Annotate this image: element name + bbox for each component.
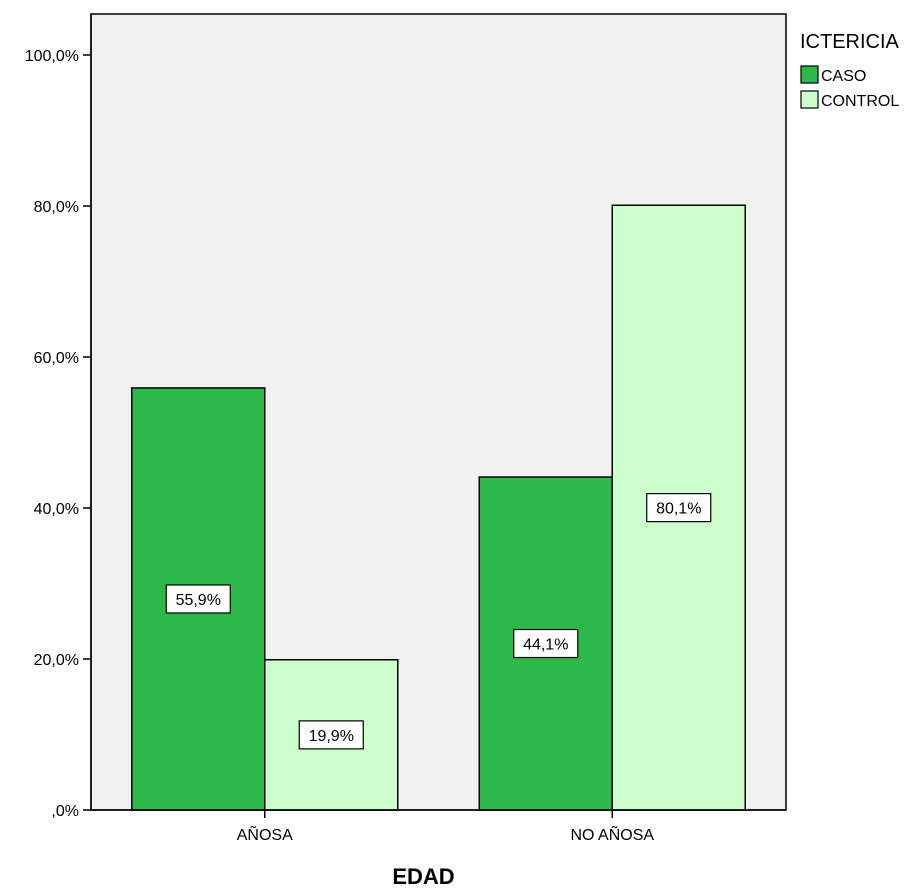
- data-label-box: [513, 628, 579, 659]
- data-label: 19,9%: [309, 728, 354, 745]
- data-label-box: [165, 584, 231, 614]
- legend-swatch-caso: [800, 65, 819, 84]
- y-tick-label: ,0%: [51, 803, 79, 820]
- y-axis-ticks: ,0% 20,0% 40,0% 60,0% 80,0% 100,0%: [25, 48, 91, 820]
- legend-label-control: CONTROL: [821, 93, 899, 110]
- data-labels-group: 55,9% 19,9% 44,1% 80,1%: [165, 493, 712, 750]
- y-tick-label: 20,0%: [34, 652, 79, 669]
- x-tick-label: AÑOSA: [237, 824, 293, 844]
- legend-title: ICTERICIA: [800, 31, 900, 53]
- y-tick-label: 80,0%: [34, 199, 79, 216]
- data-label: 80,1%: [656, 501, 701, 518]
- data-label-box: [646, 493, 712, 523]
- y-tick-label: 100,0%: [25, 48, 79, 65]
- data-label: 44,1%: [523, 637, 568, 654]
- data-label-box: [298, 720, 364, 750]
- x-tick-label: NO AÑOSA: [570, 824, 654, 844]
- y-tick-label: 60,0%: [34, 350, 79, 367]
- legend-label-caso: CASO: [821, 68, 866, 85]
- x-axis-title: EDAD: [392, 864, 454, 888]
- y-tick-label: 40,0%: [34, 501, 79, 518]
- data-label: 55,9%: [176, 592, 221, 609]
- legend-swatch-control: [800, 90, 819, 109]
- legend: ICTERICIA CASO CONTROL: [800, 31, 900, 110]
- x-axis-ticks: AÑOSA NO AÑOSA: [237, 810, 654, 844]
